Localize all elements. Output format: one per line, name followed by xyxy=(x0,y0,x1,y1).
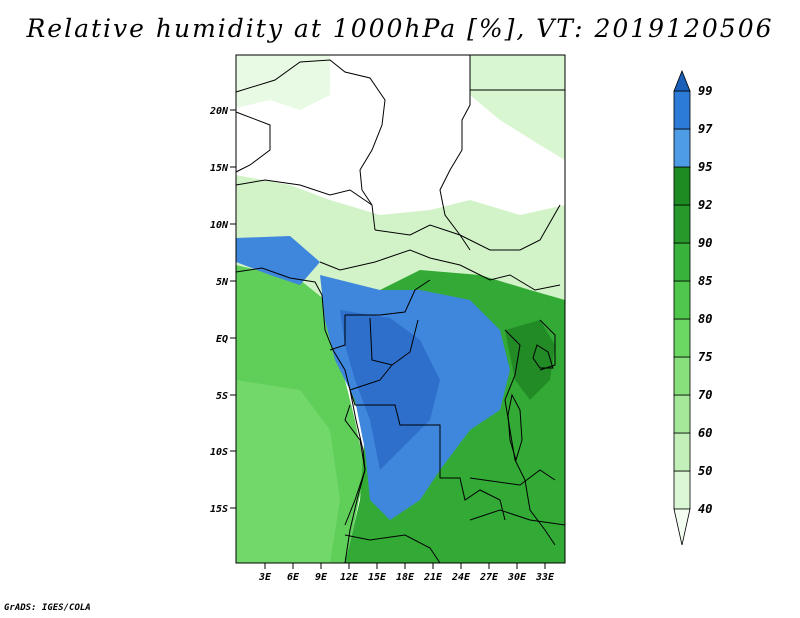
colorbar-segment xyxy=(673,128,691,168)
svg-text:27E: 27E xyxy=(479,572,499,583)
colorbar-min-arrow xyxy=(673,508,691,546)
svg-text:10N: 10N xyxy=(210,220,229,231)
lat-tick: 5N xyxy=(216,277,236,288)
map-frame xyxy=(235,54,566,564)
coastline xyxy=(235,267,366,564)
lat-tick: 15S xyxy=(210,504,236,515)
lake-outline xyxy=(507,393,523,462)
svg-text:33E: 33E xyxy=(535,572,555,583)
colorbar-label: 97 xyxy=(698,122,713,136)
colorbar-segment xyxy=(673,242,691,282)
svg-text:21E: 21E xyxy=(423,572,443,583)
colorbar-segment xyxy=(673,394,691,434)
colorbar-segment xyxy=(673,90,691,130)
grads-credit: GrADS: IGES/COLA xyxy=(4,603,91,613)
lon-tick: 9E xyxy=(315,563,328,583)
lat-tick: 5S xyxy=(216,391,236,402)
colorbar-segment xyxy=(673,470,691,510)
svg-text:10S: 10S xyxy=(210,447,228,458)
colorbar-label: 40 xyxy=(698,502,712,516)
colorbar-label: 95 xyxy=(698,160,712,174)
svg-text:5N: 5N xyxy=(216,277,229,288)
colorbar-label: 80 xyxy=(698,312,712,326)
svg-text:3E: 3E xyxy=(258,572,272,583)
lon-tick: 6E xyxy=(287,563,300,583)
colorbar-segment xyxy=(673,318,691,358)
svg-text:15S: 15S xyxy=(210,504,228,515)
colorbar-segment xyxy=(673,432,691,472)
lat-tick: EQ xyxy=(216,334,236,345)
svg-text:15N: 15N xyxy=(210,163,229,174)
lake-outline xyxy=(532,344,554,369)
svg-text:5S: 5S xyxy=(216,391,228,402)
svg-text:20N: 20N xyxy=(209,106,229,117)
humidity-field-97 xyxy=(340,310,440,470)
humidity-field-95-west xyxy=(236,236,320,285)
colorbar-segment xyxy=(673,166,691,206)
map-title: Relative humidity at 1000hPa [%], VT: 20… xyxy=(26,14,774,43)
humidity-field-north-east xyxy=(470,55,565,160)
svg-text:15E: 15E xyxy=(368,572,387,583)
longitude-axis: 3E 6E 9E 12E 15E 18E 21E 24E 27E 30E 33E xyxy=(258,563,555,583)
ocean-field-inner xyxy=(236,380,340,563)
lon-tick: 33E xyxy=(535,563,555,583)
colorbar-label: 99 xyxy=(698,84,712,98)
humidity-field-40-50 xyxy=(236,55,330,110)
lat-tick: 10S xyxy=(210,447,236,458)
colorbar-label: 90 xyxy=(698,236,712,250)
lon-tick: 24E xyxy=(451,563,471,583)
colorbar-label: 85 xyxy=(698,274,712,288)
svg-text:18E: 18E xyxy=(396,572,415,583)
humidity-field-east-lakes xyxy=(505,320,555,400)
svg-text:12E: 12E xyxy=(340,572,359,583)
colorbar-segment xyxy=(673,356,691,396)
latitude-axis: 20N 15N 10N 5N EQ 5S 10S 15S xyxy=(209,106,236,515)
lon-tick: 27E xyxy=(479,563,499,583)
svg-text:30E: 30E xyxy=(507,572,527,583)
svg-text:EQ: EQ xyxy=(216,334,228,345)
colorbar-label: 70 xyxy=(698,388,712,402)
colorbar: 40 50 60 70 75 80 85 90 92 95 97 99 xyxy=(673,69,713,546)
lon-tick: 3E xyxy=(258,563,272,583)
map-panel xyxy=(235,54,566,564)
colorbar-label: 60 xyxy=(698,426,712,440)
lon-tick: 21E xyxy=(423,563,443,583)
colorbar-segment xyxy=(673,204,691,244)
colorbar-label: 50 xyxy=(698,464,712,478)
lon-tick: 30E xyxy=(507,563,527,583)
colorbar-segment xyxy=(673,280,691,320)
svg-text:9E: 9E xyxy=(315,572,328,583)
lat-tick: 10N xyxy=(210,220,236,231)
lon-tick: 15E xyxy=(368,563,387,583)
humidity-field-sahel xyxy=(236,175,565,300)
colorbar-label: 92 xyxy=(698,198,712,212)
colorbar-max-arrow xyxy=(673,69,691,92)
lon-tick: 18E xyxy=(396,563,415,583)
svg-text:24E: 24E xyxy=(451,572,471,583)
lat-tick: 15N xyxy=(210,163,236,174)
lon-tick: 12E xyxy=(340,563,359,583)
colorbar-label: 75 xyxy=(698,350,712,364)
svg-text:6E: 6E xyxy=(287,572,300,583)
lat-tick: 20N xyxy=(209,106,236,117)
